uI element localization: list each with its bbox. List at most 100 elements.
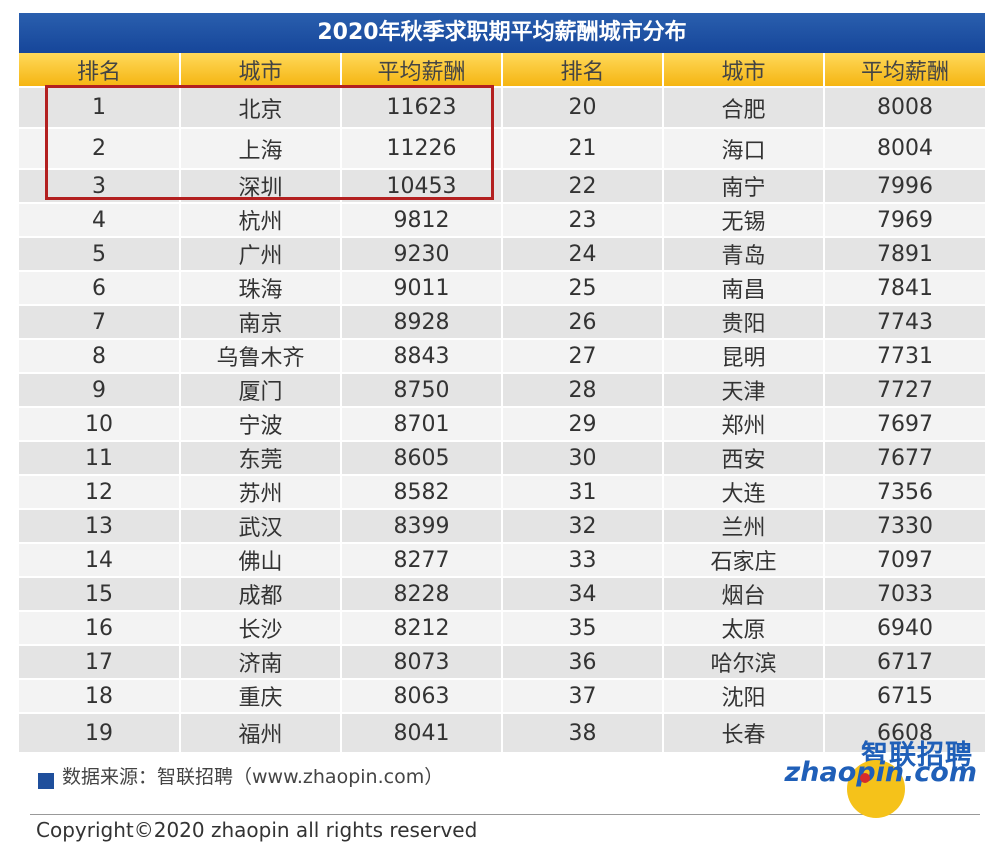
city-cell: 厦门 — [179, 373, 341, 408]
city-cell: 成都 — [179, 577, 341, 612]
salary-cell: 8073 — [340, 645, 502, 680]
rank-cell: 23 — [501, 203, 663, 238]
salary-cell: 8843 — [340, 339, 502, 374]
salary-cell: 11623 — [340, 87, 502, 129]
city-cell: 南宁 — [662, 169, 824, 204]
city-cell: 无锡 — [662, 203, 824, 238]
salary-cell: 7356 — [823, 475, 985, 510]
salary-cell: 8228 — [340, 577, 502, 612]
salary-cell: 7996 — [823, 169, 985, 204]
table-row: 19 福州 8041 38 长春 6608 — [19, 713, 985, 754]
salary-cell: 8750 — [340, 373, 502, 408]
city-cell: 西安 — [662, 441, 824, 476]
table-row: 7 南京 8928 26 贵阳 7743 — [19, 305, 985, 340]
city-cell: 深圳 — [179, 169, 341, 204]
salary-cell: 7969 — [823, 203, 985, 238]
salary-cell: 7097 — [823, 543, 985, 578]
table-row: 9 厦门 8750 28 天津 7727 — [19, 373, 985, 408]
rank-cell: 22 — [501, 169, 663, 204]
rank-cell: 4 — [19, 203, 180, 238]
rank-cell: 16 — [19, 611, 180, 646]
city-cell: 杭州 — [179, 203, 341, 238]
salary-cell: 8212 — [340, 611, 502, 646]
rank-cell: 14 — [19, 543, 180, 578]
salary-cell: 8582 — [340, 475, 502, 510]
rank-cell: 37 — [501, 679, 663, 714]
source-square-icon — [38, 772, 54, 789]
rank-cell: 20 — [501, 87, 663, 129]
city-cell: 海口 — [662, 128, 824, 170]
salary-cell: 6715 — [823, 679, 985, 714]
salary-cell: 7891 — [823, 237, 985, 272]
table-row: 4 杭州 9812 23 无锡 7969 — [19, 203, 985, 238]
table-title: 2020年秋季求职期平均薪酬城市分布 — [19, 13, 985, 53]
salary-cell: 6608 — [823, 713, 985, 754]
rank-cell: 18 — [19, 679, 180, 714]
salary-cell: 7677 — [823, 441, 985, 476]
rank-cell: 32 — [501, 509, 663, 544]
salary-cell: 7727 — [823, 373, 985, 408]
table-row: 11 东莞 8605 30 西安 7677 — [19, 441, 985, 476]
table-row: 18 重庆 8063 37 沈阳 6715 — [19, 679, 985, 714]
rank-cell: 5 — [19, 237, 180, 272]
header-salary: 平均薪酬 — [340, 53, 502, 88]
city-cell: 兰州 — [662, 509, 824, 544]
city-cell: 太原 — [662, 611, 824, 646]
table-row: 10 宁波 8701 29 郑州 7697 — [19, 407, 985, 442]
footer-divider — [30, 814, 980, 815]
city-cell: 武汉 — [179, 509, 341, 544]
rank-cell: 28 — [501, 373, 663, 408]
salary-cell: 9011 — [340, 271, 502, 306]
header-salary: 平均薪酬 — [823, 53, 985, 88]
logo-en-text: zhaopin.com — [784, 757, 977, 788]
city-cell: 昆明 — [662, 339, 824, 374]
rank-cell: 3 — [19, 169, 180, 204]
city-cell: 长沙 — [179, 611, 341, 646]
rank-cell: 35 — [501, 611, 663, 646]
salary-cell: 7841 — [823, 271, 985, 306]
city-cell: 烟台 — [662, 577, 824, 612]
rank-cell: 11 — [19, 441, 180, 476]
city-cell: 长春 — [662, 713, 824, 754]
city-cell: 贵阳 — [662, 305, 824, 340]
table-row: 12 苏州 8582 31 大连 7356 — [19, 475, 985, 510]
rank-cell: 36 — [501, 645, 663, 680]
rank-cell: 30 — [501, 441, 663, 476]
rank-cell: 24 — [501, 237, 663, 272]
header-city: 城市 — [179, 53, 341, 88]
city-cell: 福州 — [179, 713, 341, 754]
city-cell: 石家庄 — [662, 543, 824, 578]
salary-cell: 8605 — [340, 441, 502, 476]
table-row: 1 北京 11623 20 合肥 8008 — [19, 87, 985, 129]
table-row: 16 长沙 8212 35 太原 6940 — [19, 611, 985, 646]
salary-cell: 8004 — [823, 128, 985, 170]
header-rank: 排名 — [501, 53, 663, 88]
table-row: 8 乌鲁木齐 8843 27 昆明 7731 — [19, 339, 985, 374]
zhaopin-logo: 智联招聘 zhaopin.com — [785, 733, 985, 818]
salary-cell: 6717 — [823, 645, 985, 680]
city-cell: 南京 — [179, 305, 341, 340]
salary-cell: 7743 — [823, 305, 985, 340]
salary-cell: 8701 — [340, 407, 502, 442]
table-row: 3 深圳 10453 22 南宁 7996 — [19, 169, 985, 204]
table-row: 15 成都 8228 34 烟台 7033 — [19, 577, 985, 612]
salary-cell: 8928 — [340, 305, 502, 340]
table-row: 2 上海 11226 21 海口 8004 — [19, 128, 985, 170]
salary-cell: 7330 — [823, 509, 985, 544]
city-cell: 大连 — [662, 475, 824, 510]
city-cell: 合肥 — [662, 87, 824, 129]
city-cell: 乌鲁木齐 — [179, 339, 341, 374]
salary-cell: 7731 — [823, 339, 985, 374]
city-cell: 沈阳 — [662, 679, 824, 714]
rank-cell: 12 — [19, 475, 180, 510]
rank-cell: 15 — [19, 577, 180, 612]
table-row: 13 武汉 8399 32 兰州 7330 — [19, 509, 985, 544]
salary-cell: 11226 — [340, 128, 502, 170]
city-cell: 上海 — [179, 128, 341, 170]
rank-cell: 34 — [501, 577, 663, 612]
city-cell: 天津 — [662, 373, 824, 408]
city-cell: 北京 — [179, 87, 341, 129]
city-cell: 哈尔滨 — [662, 645, 824, 680]
salary-cell: 7697 — [823, 407, 985, 442]
salary-cell: 9230 — [340, 237, 502, 272]
